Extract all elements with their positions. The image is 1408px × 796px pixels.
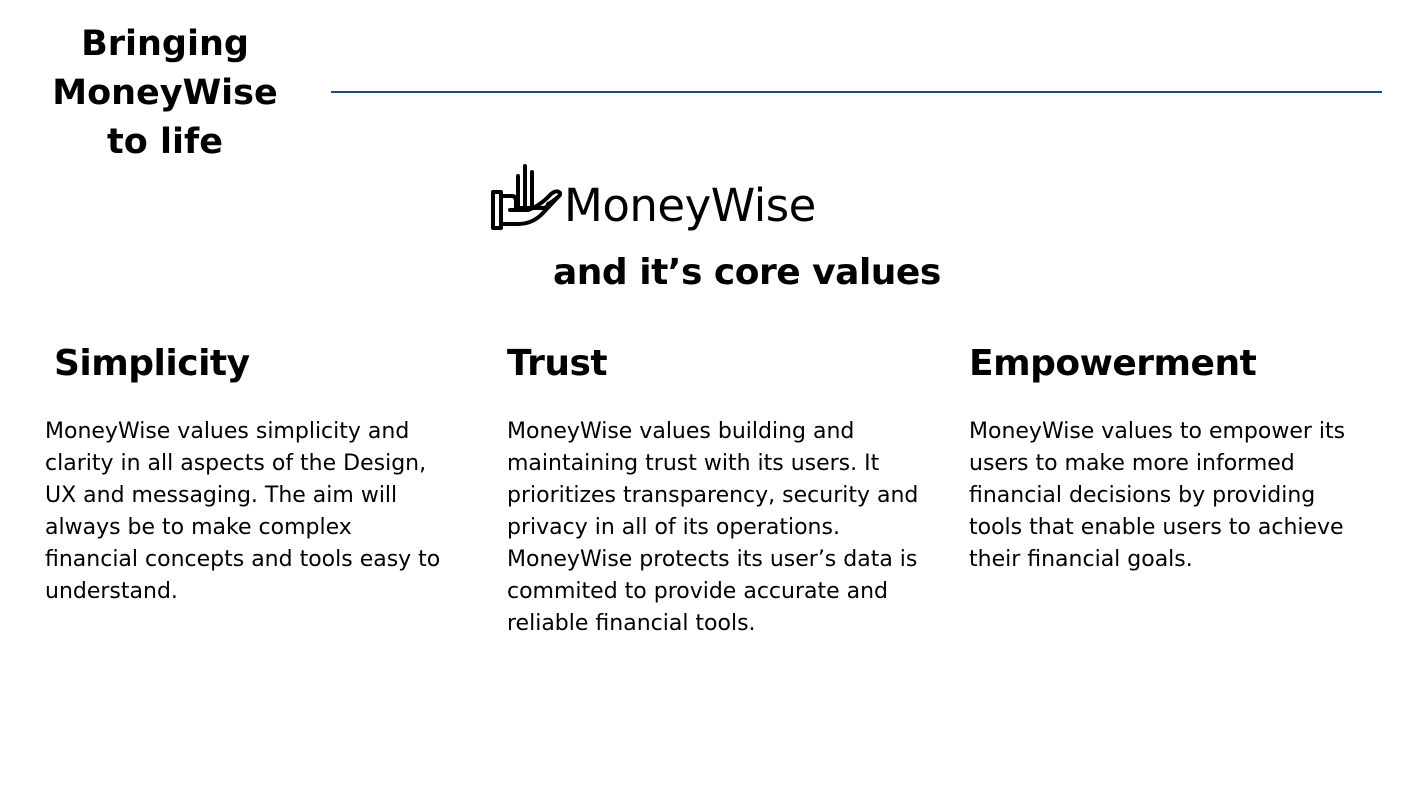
value-heading: Empowerment bbox=[969, 343, 1257, 384]
value-description: MoneyWise values building and maintainin… bbox=[507, 419, 919, 636]
brand-logo: MoneyWise bbox=[488, 164, 816, 236]
hand-growth-icon bbox=[491, 164, 562, 230]
slide-title: Bringing MoneyWise to life bbox=[40, 20, 290, 167]
brand-name: MoneyWise bbox=[564, 178, 816, 232]
header-divider bbox=[331, 91, 1382, 93]
value-heading: Trust bbox=[507, 343, 608, 384]
value-heading: Simplicity bbox=[54, 343, 250, 384]
value-card-trust: Trust MoneyWise values building and main… bbox=[507, 340, 927, 640]
value-card-empowerment: Empowerment MoneyWise values to empower … bbox=[969, 340, 1369, 576]
value-description: MoneyWise values to empower its users to… bbox=[969, 419, 1346, 572]
value-description: MoneyWise values simplicity and clarity … bbox=[45, 419, 441, 604]
slide-title-line: to life bbox=[107, 122, 223, 162]
slide-subtitle: and it’s core values bbox=[553, 252, 941, 293]
slide-title-line: MoneyWise bbox=[52, 73, 278, 113]
value-card-simplicity: Simplicity MoneyWise values simplicity a… bbox=[45, 340, 455, 608]
slide-title-line: Bringing bbox=[81, 24, 249, 64]
